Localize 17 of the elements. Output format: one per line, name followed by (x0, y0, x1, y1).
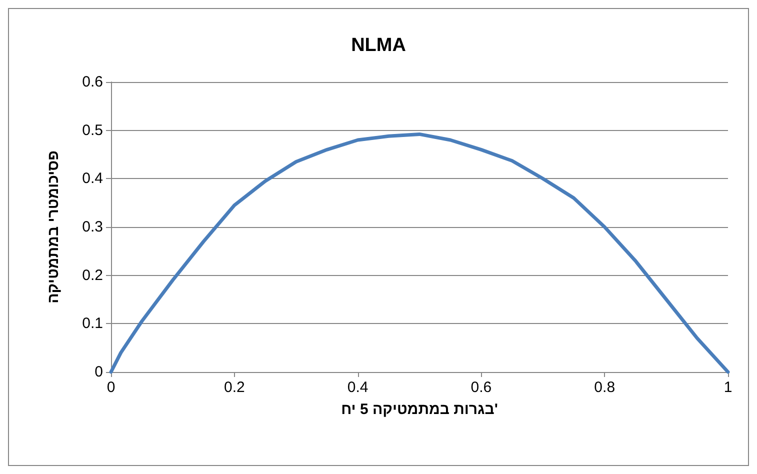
x-tick-label: 0.4 (347, 379, 368, 396)
x-tick-label: 0.2 (224, 379, 245, 396)
y-tick-label: 0.6 (82, 74, 103, 90)
y-tick-label: 0.1 (82, 315, 103, 332)
x-tick-label: 0.6 (470, 379, 492, 396)
x-tick-label: 0.8 (594, 379, 616, 396)
y-tick-label: 0 (94, 364, 103, 380)
y-tick-label: 0.5 (82, 122, 103, 139)
y-tick-label: 0.2 (82, 266, 103, 284)
x-tick-label: 1 (724, 379, 732, 396)
x-tick-label: 0 (106, 379, 116, 396)
x-axis-title: בגרות במתמטיקה 5 יח' (341, 401, 498, 418)
chart-title: NLMA (351, 35, 406, 56)
y-tick-label: 0.3 (82, 218, 103, 236)
y-tick-label: 0.4 (82, 170, 103, 188)
line-series (109, 132, 730, 374)
y-axis-title: פסיכומטרי במתמטיקה (45, 150, 62, 304)
